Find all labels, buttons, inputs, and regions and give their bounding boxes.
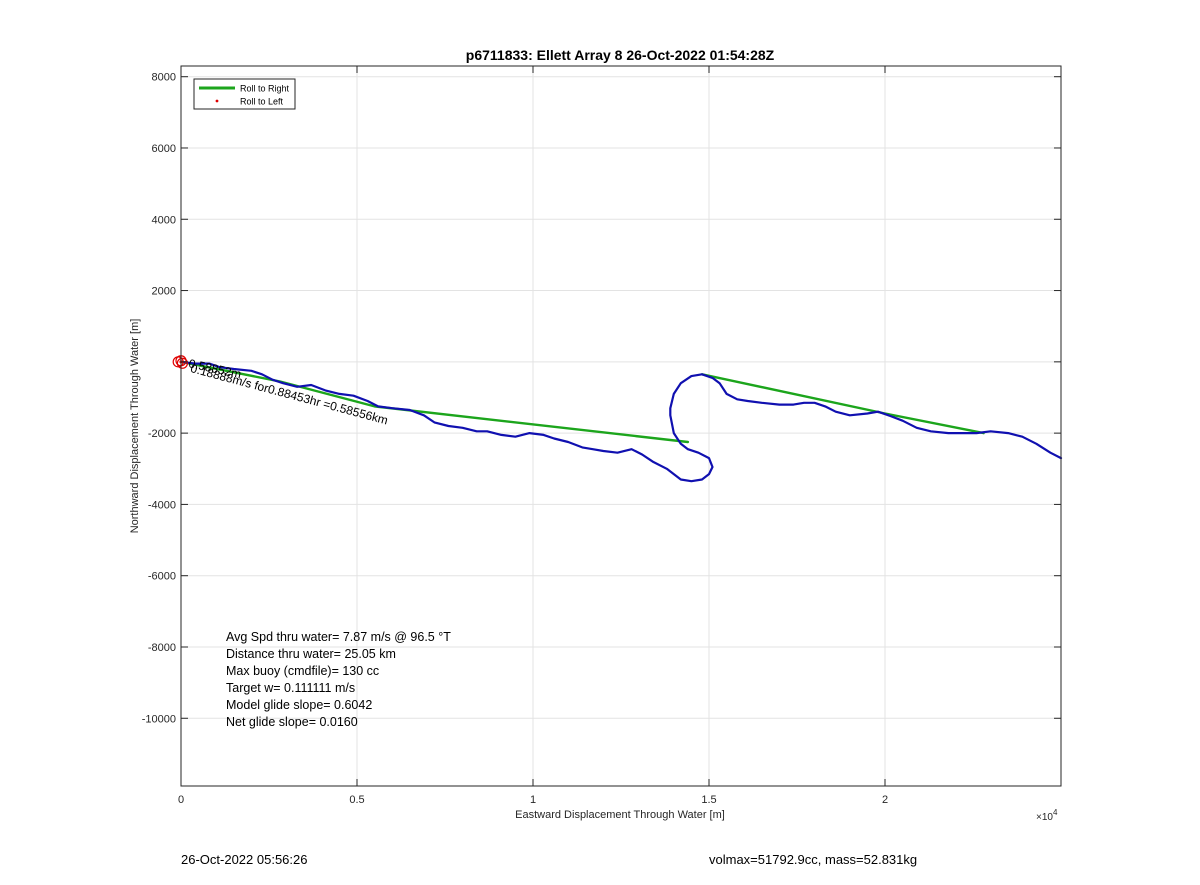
grid-lines (180, 66, 1061, 786)
x-axis-exponent: ×104 (1036, 808, 1058, 823)
y-tick-label: 6000 (152, 143, 176, 155)
y-tick-label: -8000 (148, 642, 176, 654)
start-marker (176, 357, 189, 369)
y-tick-label: -10000 (142, 713, 176, 725)
stats-target-w: Target w= 0.111111 m/s (226, 681, 356, 695)
tick-marks (180, 66, 1061, 786)
x-tick-label: 2 (882, 794, 888, 806)
chart-title: p6711833: Ellett Array 8 26-Oct-2022 01:… (466, 47, 775, 63)
series-layer (172, 355, 1063, 483)
legend-roll-left-swatch (215, 99, 219, 103)
stats-net-glide: Net glide slope= 0.0160 (226, 715, 358, 729)
stats-block: Avg Spd thru water= 7.87 m/s @ 96.5 °T D… (226, 629, 451, 731)
tick-labels: 0 0.5 1 1.5 2 -10000 -8000 -6000 -4000 -2000 2000 4… (142, 72, 888, 806)
legend-roll-left-label: Roll to Left (240, 97, 284, 107)
axes-box (180, 65, 1062, 787)
footer-mass-info: volmax=51792.9cc, mass=52.831kg (709, 852, 918, 867)
y-tick-label: -6000 (148, 571, 176, 583)
stats-distance: Distance thru water= 25.05 km (226, 647, 396, 661)
x-tick-label: 1.5 (701, 794, 716, 806)
x-exponent-base: ×10 (1036, 812, 1053, 823)
stats-model-glide: Model glide slope= 0.6042 (226, 698, 373, 712)
x-axis-label: Eastward Displacement Through Water [m] (515, 809, 725, 821)
x-tick-label: 1 (530, 794, 536, 806)
x-tick-label: 0.5 (349, 794, 364, 806)
stats-avg-speed: Avg Spd thru water= 7.87 m/s @ 96.5 °T (226, 630, 451, 644)
y-tick-label: -2000 (148, 428, 176, 440)
legend-roll-right-label: Roll to Right (240, 84, 290, 94)
track-annotation: 0.18888m/s for0.88453hr =0.58556km (189, 361, 389, 427)
stats-max-buoy: Max buoy (cmdfile)= 130 cc (226, 664, 380, 678)
footer-timestamp: 26-Oct-2022 05:56:26 (181, 852, 308, 867)
legend-box (193, 78, 296, 110)
y-axis-label: Northward Displacement Through Water [m] (129, 319, 141, 534)
y-tick-label: 2000 (152, 286, 176, 298)
y-tick-label: 4000 (152, 214, 176, 226)
x-exponent-power: 4 (1053, 808, 1058, 817)
legend: Roll to Right Roll to Left (193, 78, 296, 110)
y-tick-label: -4000 (148, 499, 176, 511)
x-tick-label: 0 (178, 794, 184, 806)
y-tick-label: 8000 (152, 72, 176, 84)
series-track-line (179, 360, 1063, 483)
